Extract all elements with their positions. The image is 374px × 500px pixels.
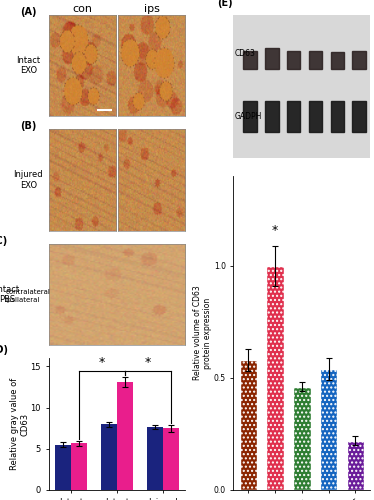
Bar (265, 100, 279, 132)
Bar (243, 50, 257, 69)
Bar (287, 50, 300, 69)
Bar (352, 100, 366, 132)
Text: CD63: CD63 (235, 49, 256, 58)
Bar (331, 52, 344, 69)
Bar (309, 50, 322, 69)
Text: (B): (B) (20, 122, 37, 132)
Bar (243, 100, 257, 132)
Text: *: * (99, 356, 105, 369)
Y-axis label: Relative volume of CD63
protein expression: Relative volume of CD63 protein expressi… (193, 286, 212, 380)
Bar (266, 266, 284, 490)
Text: (E): (E) (217, 0, 233, 8)
Title: ips: ips (144, 4, 160, 14)
Bar (309, 100, 322, 132)
Bar (287, 100, 300, 132)
Bar (265, 48, 279, 69)
Text: (D): (D) (0, 345, 8, 355)
Text: (C): (C) (0, 236, 7, 246)
Bar (331, 100, 344, 132)
Bar (117, 382, 133, 490)
Bar (55, 444, 71, 490)
Text: Intact
PBS: Intact PBS (0, 285, 19, 304)
Text: Injured
EXO: Injured EXO (13, 170, 43, 190)
Y-axis label: Relative gray value of
CD63: Relative gray value of CD63 (10, 378, 29, 470)
Bar (163, 428, 179, 490)
Text: *: * (145, 356, 151, 369)
Text: GADPH: GADPH (235, 112, 262, 121)
Title: con: con (73, 4, 92, 14)
Bar (293, 387, 310, 490)
Text: *: * (272, 224, 278, 236)
Legend: contralateral, ipsilateral: contralateral, ipsilateral (0, 290, 50, 304)
Bar (352, 50, 366, 69)
Bar (347, 440, 364, 490)
Text: Intact
EXO: Intact EXO (16, 56, 40, 76)
Text: (A): (A) (20, 7, 37, 17)
Bar (71, 443, 87, 490)
Bar (240, 360, 257, 490)
Bar (147, 428, 163, 490)
Bar (320, 369, 337, 490)
Bar (101, 424, 117, 490)
